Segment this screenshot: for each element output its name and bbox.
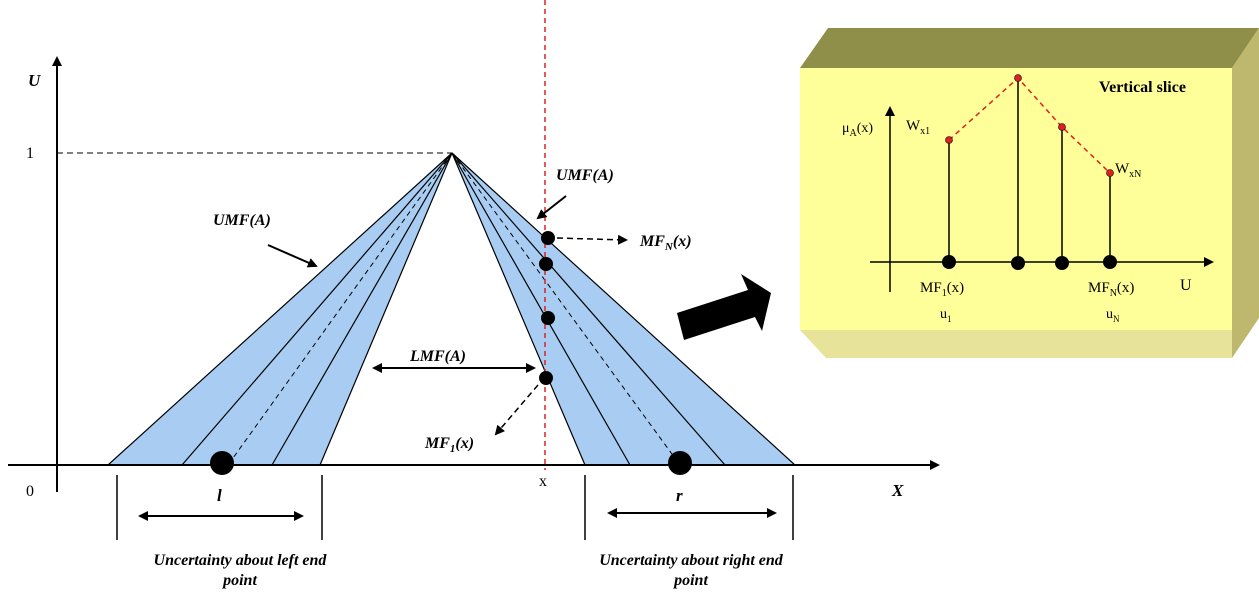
panel-mf1-label: MF1(x) [920, 280, 964, 299]
panel-mu-label: μA(x) [842, 121, 873, 139]
umf-left-arrow [267, 244, 318, 268]
panel-weight-dot [1014, 74, 1022, 82]
right-embedded-line [451, 152, 631, 466]
panel-wx1-label: Wx1 [906, 118, 930, 137]
umf-left-label: UMF(A) [213, 212, 271, 229]
panel-base-dot [942, 255, 956, 269]
panel-bottom-face [800, 330, 1232, 358]
l-label: l [217, 486, 222, 505]
right-caption-line1: Uncertainty about right end [599, 552, 783, 569]
left-caption-line1: Uncertainty about left end [153, 552, 327, 569]
panel-weight-dot [1058, 123, 1066, 131]
big-transition-arrow-icon [677, 274, 771, 340]
right-embedded-line [451, 152, 681, 466]
x-tick-label: x [539, 473, 547, 490]
slice-point [541, 311, 555, 325]
right-uncertainty-caption: Uncertainty about right end point [560, 551, 822, 591]
mfn-label: MFN(x) [639, 233, 692, 253]
left-embedded-line [227, 152, 453, 466]
panel-u-axis-label: U [1180, 277, 1192, 294]
origin-label: 0 [26, 483, 34, 500]
lmf-label: LMF(A) [409, 348, 466, 365]
panel-mfn-label: MFN(x) [1088, 280, 1134, 299]
r-label: r [676, 486, 683, 505]
right-embedded-line [451, 152, 726, 466]
panel-base-dot [1011, 256, 1025, 270]
panel-weight-envelope [948, 76, 1111, 174]
left-embedded-line [271, 152, 453, 466]
panel-base-dot [1103, 255, 1117, 269]
right-caption-line2: point [674, 572, 708, 589]
y-one-label: 1 [26, 145, 34, 162]
left-embedded-line [181, 152, 453, 466]
panel-title: Vertical slice [1099, 79, 1186, 96]
panel-un-label: uN [1106, 307, 1120, 324]
slice-point [539, 371, 553, 385]
l-point [210, 451, 234, 475]
mfn-arrow [556, 234, 628, 245]
left-footprint-band [106, 152, 453, 466]
panel-wxn-label: WxN [1115, 161, 1141, 180]
panel-top-face [800, 28, 1259, 68]
r-point [668, 451, 692, 475]
slice-point [539, 257, 553, 271]
x-axis-label: X [891, 481, 904, 500]
panel-base-dot [1055, 256, 1069, 270]
panel-u1-label: u1 [940, 307, 952, 324]
y-axis-label: U [28, 71, 41, 90]
panel-weight-dot [945, 136, 953, 144]
panel-front-face [800, 68, 1232, 330]
mf1-arrow [494, 384, 539, 436]
slice-point [541, 231, 555, 245]
left-caption-line2: point [223, 572, 257, 589]
mf1-label: MF1(x) [424, 435, 474, 455]
umf-right-arrow [536, 195, 567, 220]
panel-side-face [1232, 28, 1259, 358]
umf-right-label: UMF(A) [556, 167, 614, 184]
panel-weight-dot [1106, 169, 1114, 177]
left-uncertainty-caption: Uncertainty about left end point [110, 551, 370, 591]
